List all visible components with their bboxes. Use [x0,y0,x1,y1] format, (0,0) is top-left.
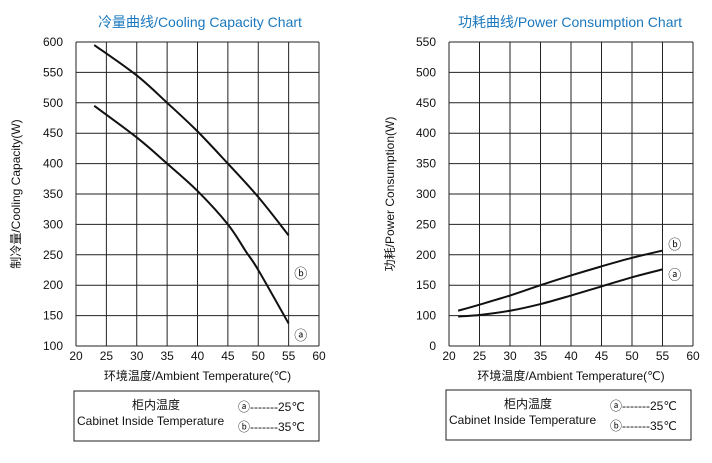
y-tick-label: 350 [416,157,436,171]
x-tick-label: 35 [160,349,174,363]
x-tick-label: 60 [686,349,700,363]
y-tick-label: 500 [43,96,63,110]
x-axis-title: 环境温度/Ambient Temperature(℃) [104,368,291,383]
legend-title-en: Cabinet Inside Temperature [449,413,597,427]
series-marker-label: ⓐ [668,267,681,282]
series-line-b [457,249,663,312]
y-tick-label: 400 [416,126,436,140]
y-tick-label: 250 [416,217,436,231]
legend-entry-b: ⓑ-------35℃ [610,419,677,433]
y-tick-label: 100 [416,309,436,323]
x-tick-label: 60 [312,349,326,363]
x-tick-label: 30 [130,349,144,363]
y-tick-label: 500 [416,65,436,79]
legend-title-cn: 柜内温度 [504,396,552,411]
y-tick-label: 250 [43,248,63,262]
series-line-a [93,105,290,324]
chart-title: 冷量曲线/Cooling Capacity Chart [98,14,302,30]
legend-entry-a: ⓐ-------25℃ [610,399,677,413]
y-tick-label: 0 [429,339,436,353]
y-tick-label: 150 [416,278,436,292]
series-marker-label: ⓐ [294,328,307,343]
chart-cooling-capacity: 冷量曲线/Cooling Capacity Chart 20 25 30 35 40 45 5… [9,14,326,442]
x-tick-label: 30 [503,349,517,363]
y-tick-label: 200 [416,248,436,262]
x-tick-label: 20 [442,349,456,363]
legend-title-cn: 柜内温度 [132,397,180,412]
x-tick-label: 55 [656,349,670,363]
x-tick-label: 50 [625,349,639,363]
y-axis-title: 功耗/Power Consumption(W) [383,117,397,272]
y-axis-title: 制冷量/Cooling Capacity(W) [9,119,23,268]
x-tick-label: 40 [191,349,205,363]
legend-frame [73,390,320,442]
y-tick-label: 150 [43,309,63,323]
y-tick-label: 550 [43,65,63,79]
series-marker-label: ⓑ [294,266,307,281]
y-tick-label: 300 [43,217,63,231]
y-tick-label: 550 [416,35,436,49]
y-tick-label: 600 [43,35,63,49]
y-tick-label: 400 [43,157,63,171]
chart-title: 功耗曲线/Power Consumption Chart [458,14,682,30]
y-tick-label: 450 [416,96,436,110]
x-tick-label: 50 [252,349,266,363]
x-tick-label: 25 [100,349,114,363]
legend-frame [445,389,692,441]
x-tick-label: 20 [69,349,83,363]
x-tick-label: 45 [595,349,609,363]
legend-title-en: Cabinet Inside Temperature [77,414,225,428]
chart-power-consumption: 功耗曲线/Power Consumption Chart 20 25 30 35 40 45… [383,14,700,441]
legend-entry-b: ⓑ-------35℃ [238,420,305,434]
y-tick-label: 200 [43,278,63,292]
x-tick-label: 55 [282,349,296,363]
y-tick-label: 350 [43,187,63,201]
y-tick-label: 450 [43,126,63,140]
x-tick-label: 40 [564,349,578,363]
x-axis-title: 环境温度/Ambient Temperature(℃) [477,368,664,383]
legend-box: 柜内温度 Cabinet Inside Temperature ⓐ-------25… [73,390,320,442]
x-tick-label: 25 [473,349,487,363]
y-tick-label: 100 [43,339,63,353]
y-tick-label: 300 [416,187,436,201]
legend-entry-a: ⓐ-------25℃ [238,400,305,414]
legend-box: 柜内温度 Cabinet Inside Temperature ⓐ-------25… [445,389,692,441]
x-tick-label: 45 [221,349,235,363]
series-line-a [458,268,663,318]
x-tick-label: 35 [534,349,548,363]
series-line-b [93,44,290,236]
series-marker-label: ⓑ [668,237,681,252]
